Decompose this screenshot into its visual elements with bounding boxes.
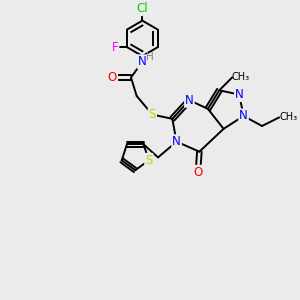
Text: O: O (193, 166, 203, 179)
Text: N: N (239, 110, 248, 122)
Text: N: N (235, 88, 244, 101)
Text: Cl: Cl (136, 2, 148, 15)
Text: S: S (145, 154, 152, 167)
Text: O: O (108, 71, 117, 84)
Text: H: H (146, 52, 154, 61)
Text: CH₃: CH₃ (231, 73, 249, 82)
Text: F: F (112, 41, 119, 54)
Text: N: N (138, 55, 147, 68)
Text: S: S (149, 108, 156, 121)
Text: N: N (185, 94, 194, 107)
Text: N: N (172, 135, 181, 148)
Text: CH₃: CH₃ (279, 112, 297, 122)
